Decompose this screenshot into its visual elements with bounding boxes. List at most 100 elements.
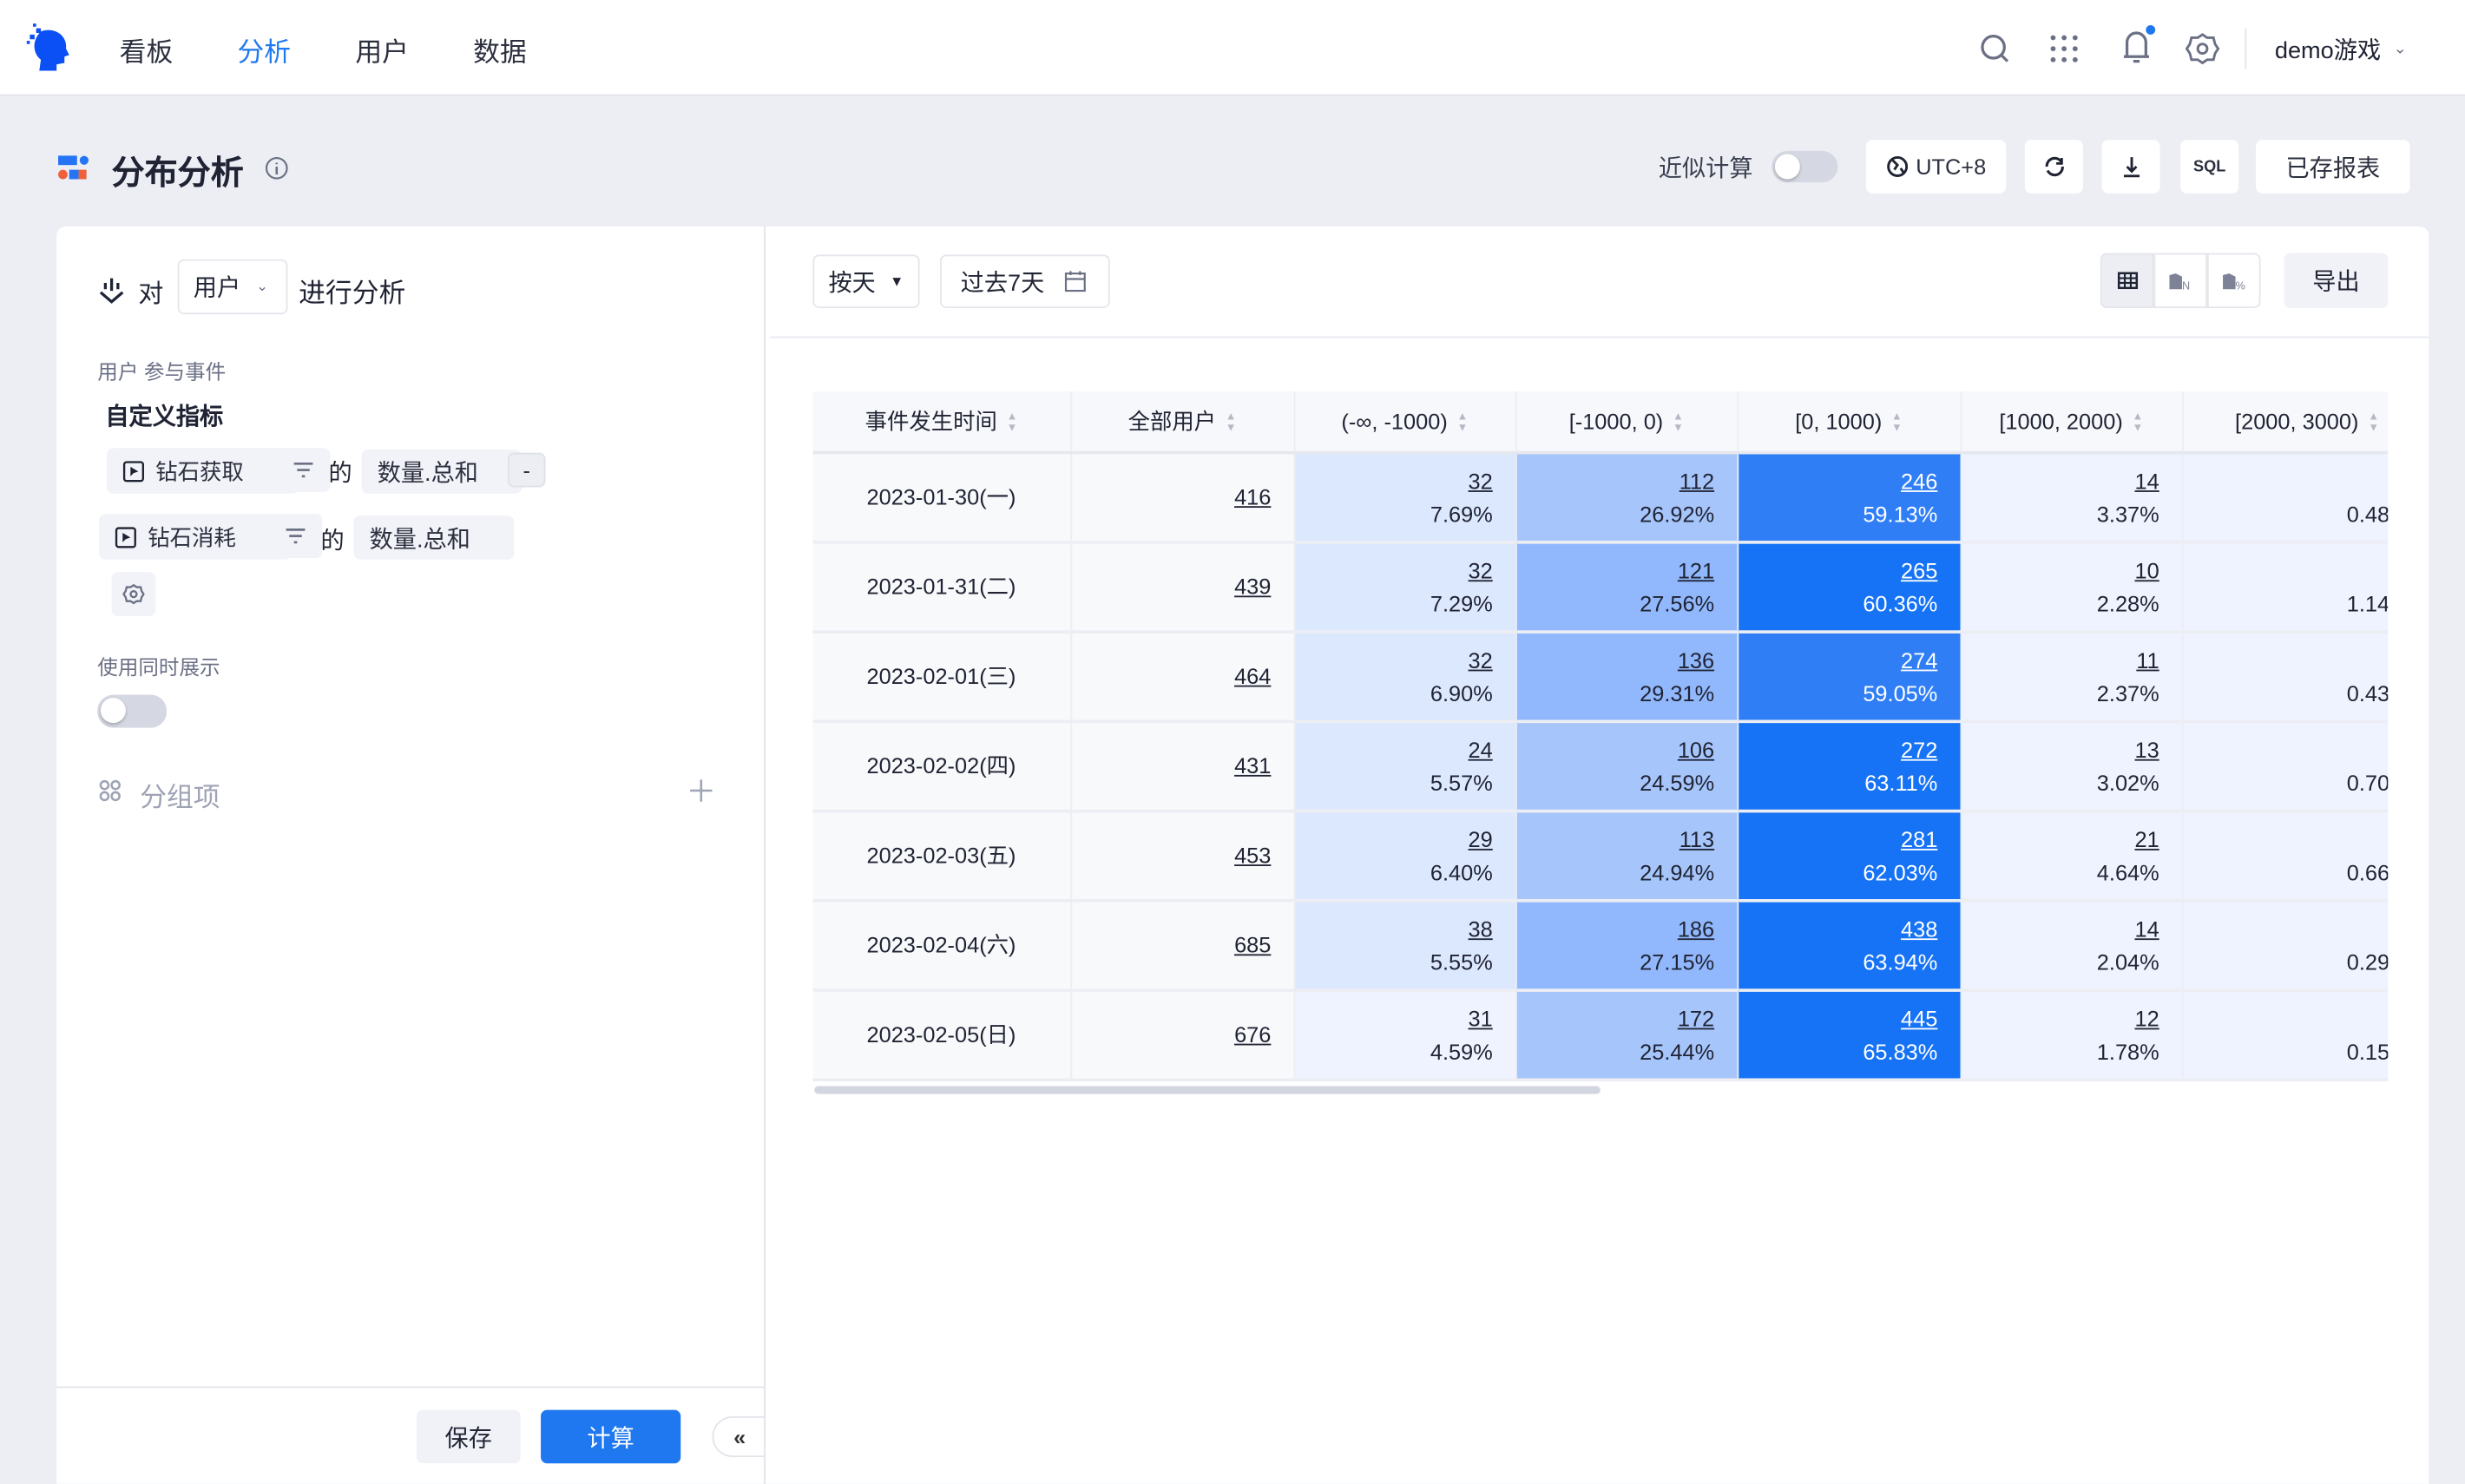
same-time-toggle[interactable] bbox=[97, 694, 167, 728]
aggregation-chip[interactable]: 数量.总和 bbox=[361, 450, 523, 494]
count-link[interactable]: 265 bbox=[1901, 557, 1938, 583]
count-link[interactable]: 246 bbox=[1901, 467, 1938, 493]
view-count-button[interactable]: N bbox=[2153, 253, 2207, 308]
timezone-button[interactable]: UTC+8 bbox=[1865, 140, 2007, 194]
operator-button[interactable]: - bbox=[508, 452, 546, 488]
aggregation-chip[interactable]: 数量.总和 bbox=[353, 515, 515, 560]
view-percent-button[interactable]: % bbox=[2206, 253, 2261, 308]
sql-button[interactable]: SQL bbox=[2180, 140, 2239, 194]
count-link[interactable]: 5 bbox=[2205, 554, 2388, 587]
count-link[interactable]: 2 bbox=[2205, 644, 2388, 677]
column-header[interactable]: [-1000, 0) ▲ ▼ bbox=[1515, 391, 1739, 455]
count-link[interactable]: 10 bbox=[2134, 557, 2159, 583]
metric-title[interactable]: 自定义指标 bbox=[105, 404, 224, 431]
count-link[interactable]: 1 bbox=[2205, 1002, 2388, 1035]
compute-button[interactable]: 计算 bbox=[541, 1409, 681, 1464]
count-link[interactable]: 2 bbox=[2205, 912, 2388, 945]
sort-icon[interactable]: ▲ ▼ bbox=[1006, 412, 1018, 435]
export-button[interactable]: 导出 bbox=[2284, 253, 2389, 308]
column-header[interactable]: [2000, 3000) ▲ ▼ bbox=[2181, 391, 2389, 455]
all-users-link[interactable]: 453 bbox=[1234, 842, 1272, 868]
account-switcher[interactable]: demo游戏 ⌄ bbox=[2275, 33, 2407, 66]
count-link[interactable]: 32 bbox=[1468, 647, 1493, 673]
add-group-icon[interactable] bbox=[688, 778, 713, 804]
settings-gear-icon[interactable] bbox=[2185, 31, 2220, 66]
approx-compute-toggle[interactable] bbox=[1772, 150, 1838, 183]
view-table-button[interactable] bbox=[2100, 253, 2154, 308]
count-link[interactable]: 13 bbox=[2134, 736, 2159, 762]
count-link[interactable]: 21 bbox=[2134, 825, 2159, 851]
count-link[interactable]: 281 bbox=[1901, 825, 1938, 851]
all-users-link[interactable]: 439 bbox=[1234, 574, 1272, 600]
count-link[interactable]: 106 bbox=[1677, 736, 1715, 762]
table-header-row: 事件发生时间 ▲ ▼ 全部用户 ▲ ▼ (-∞, -1000) ▲ ▼ [-1000, 0) ▲ ▼[… bbox=[812, 391, 2389, 455]
save-button[interactable]: 保存 bbox=[416, 1409, 521, 1464]
all-users-link[interactable]: 685 bbox=[1234, 932, 1272, 958]
column-header[interactable]: (-∞, -1000) ▲ ▼ bbox=[1293, 391, 1516, 455]
filter-button[interactable] bbox=[268, 514, 323, 558]
count-link[interactable]: 438 bbox=[1901, 916, 1938, 942]
distribution-cell: 14 3.37% bbox=[1960, 452, 2183, 544]
nav-item-data[interactable]: 数据 bbox=[473, 37, 527, 68]
count-link[interactable]: 32 bbox=[1468, 557, 1493, 583]
count-link[interactable]: 112 bbox=[1679, 467, 1715, 493]
sort-icon[interactable]: ▲ ▼ bbox=[2132, 411, 2144, 435]
horizontal-scrollbar[interactable] bbox=[814, 1086, 1601, 1094]
percent-value: 59.05% bbox=[1863, 680, 1938, 706]
count-link[interactable]: 121 bbox=[1677, 557, 1715, 583]
sort-icon[interactable]: ▲ ▼ bbox=[1456, 411, 1469, 435]
column-header[interactable]: 全部用户 ▲ ▼ bbox=[1070, 391, 1295, 455]
section-label: 用户 参与事件 bbox=[97, 359, 227, 384]
saved-reports-button[interactable]: 已存报表 bbox=[2256, 140, 2410, 194]
count-link[interactable]: 186 bbox=[1677, 916, 1715, 942]
count-link[interactable]: 38 bbox=[1468, 916, 1493, 942]
count-link[interactable]: 31 bbox=[1468, 1005, 1493, 1031]
date-range-picker[interactable]: 过去7天 bbox=[940, 254, 1110, 308]
all-users-link[interactable]: 676 bbox=[1234, 1021, 1272, 1047]
metric-event-chip[interactable]: 钻石消耗 bbox=[99, 514, 292, 560]
column-header[interactable]: 事件发生时间 ▲ ▼ bbox=[812, 391, 1072, 455]
nav-item-dashboard[interactable]: 看板 bbox=[119, 37, 174, 68]
column-header[interactable]: [0, 1000) ▲ ▼ bbox=[1737, 391, 1962, 455]
count-link[interactable]: 272 bbox=[1901, 736, 1938, 762]
count-link[interactable]: 274 bbox=[1901, 647, 1938, 673]
subject-select[interactable]: 用户 ⌄ bbox=[177, 259, 288, 315]
of-label: 的 bbox=[328, 460, 352, 488]
all-users-link[interactable]: 416 bbox=[1234, 483, 1272, 509]
count-link[interactable]: 2 bbox=[2205, 464, 2388, 497]
count-link[interactable]: 113 bbox=[1679, 825, 1715, 851]
sort-icon[interactable]: ▲ ▼ bbox=[2368, 411, 2379, 435]
column-header[interactable]: [1000, 2000) ▲ ▼ bbox=[1960, 391, 2183, 455]
info-icon[interactable] bbox=[264, 155, 289, 181]
sort-icon[interactable]: ▲ ▼ bbox=[1225, 412, 1237, 435]
all-users-link[interactable]: 464 bbox=[1234, 663, 1272, 689]
distribution-cell: 136 29.31% bbox=[1515, 632, 1739, 724]
count-link[interactable]: 445 bbox=[1901, 1005, 1938, 1031]
count-link[interactable]: 172 bbox=[1677, 1005, 1715, 1031]
count-link[interactable]: 24 bbox=[1468, 736, 1493, 762]
search-icon[interactable] bbox=[1978, 31, 2013, 66]
notification-bell-icon[interactable] bbox=[2116, 24, 2157, 66]
refresh-button[interactable] bbox=[2024, 140, 2083, 194]
count-link[interactable]: 136 bbox=[1677, 647, 1715, 673]
sort-icon[interactable]: ▲ ▼ bbox=[1673, 411, 1684, 435]
count-link[interactable]: 12 bbox=[2134, 1005, 2159, 1031]
collapse-panel-button[interactable]: « bbox=[712, 1415, 766, 1458]
download-button[interactable] bbox=[2101, 140, 2160, 194]
sort-icon[interactable]: ▲ ▼ bbox=[1891, 411, 1903, 435]
nav-item-users[interactable]: 用户 bbox=[355, 37, 409, 68]
granularity-select[interactable]: 按天 ▼ bbox=[812, 254, 920, 308]
count-link[interactable]: 3 bbox=[2205, 733, 2388, 766]
apps-grid-icon[interactable] bbox=[2047, 31, 2081, 66]
filter-button[interactable] bbox=[276, 448, 331, 492]
count-link[interactable]: 11 bbox=[2136, 647, 2159, 673]
count-link[interactable]: 14 bbox=[2134, 916, 2159, 942]
metric-event-chip[interactable]: 钻石获取 bbox=[107, 448, 299, 494]
metric-settings-button[interactable] bbox=[111, 572, 156, 616]
nav-item-analysis[interactable]: 分析 bbox=[237, 37, 292, 68]
count-link[interactable]: 32 bbox=[1468, 467, 1493, 493]
count-link[interactable]: 29 bbox=[1468, 825, 1493, 851]
all-users-link[interactable]: 431 bbox=[1234, 752, 1272, 778]
count-link[interactable]: 3 bbox=[2205, 823, 2388, 856]
count-link[interactable]: 14 bbox=[2134, 467, 2159, 493]
